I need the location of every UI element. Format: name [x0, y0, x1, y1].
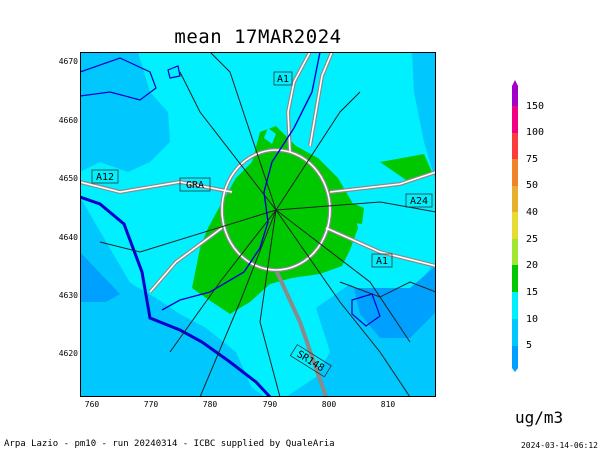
x-tick-label: 790 — [262, 400, 278, 409]
legend-label: 75 — [526, 154, 539, 165]
legend-label: 10 — [526, 314, 539, 325]
field-15-20-hole — [264, 128, 276, 144]
legend-swatch — [512, 346, 518, 368]
y-tick-label: 4660 — [58, 116, 78, 125]
legend-label: 40 — [526, 207, 539, 218]
y-tick-label: 4630 — [58, 291, 78, 300]
legend-swatch — [512, 133, 518, 159]
footer-credit: Arpa Lazio - pm10 - run 20240314 - ICBC … — [4, 439, 335, 449]
label-a12: A12 — [96, 172, 114, 183]
label-a1-north: A1 — [277, 74, 289, 85]
legend-label: 25 — [526, 234, 539, 245]
label-a1-south: A1 — [376, 256, 388, 267]
x-tick-label: 760 — [84, 400, 100, 409]
y-tick-label: 4670 — [58, 57, 78, 66]
map-canvas: A1 A12 GRA A24 A1 SR148 — [79, 51, 437, 399]
y-tick-label: 4640 — [58, 233, 78, 242]
legend-swatch — [512, 319, 518, 346]
tiber-river — [161, 51, 321, 311]
x-tick-label: 780 — [202, 400, 218, 409]
color-legend — [503, 78, 543, 378]
lake-albano — [351, 293, 381, 327]
legend-label: 50 — [526, 180, 539, 191]
field-5-10-west — [80, 252, 120, 302]
coastline — [79, 195, 272, 399]
legend-label: 5 — [526, 340, 533, 351]
y-tick-label: 4620 — [58, 349, 78, 358]
x-tick-label: 800 — [321, 400, 337, 409]
map-title: mean 17MAR2024 — [174, 26, 342, 48]
unit-label: ug/m3 — [515, 408, 564, 427]
y-tick-label: 4650 — [58, 174, 78, 183]
label-a24: A24 — [410, 196, 428, 207]
legend-swatch — [512, 106, 518, 133]
lake-martignano — [167, 65, 181, 79]
map-frame — [80, 52, 436, 397]
x-tick-label: 770 — [143, 400, 159, 409]
legend-arrow-low — [512, 368, 518, 372]
legend-arrow-high — [512, 80, 518, 86]
legend-swatch — [512, 212, 518, 239]
field-20-25-ne — [380, 154, 432, 180]
legend-bar — [512, 80, 518, 372]
legend-swatch — [512, 186, 518, 212]
concentration-map[interactable]: A1 A12 GRA A24 A1 SR148 — [79, 51, 437, 399]
field-sea — [80, 197, 265, 397]
legend-label: 15 — [526, 287, 539, 298]
legend-swatch — [512, 159, 518, 186]
legend-swatch — [512, 239, 518, 265]
roads — [99, 51, 437, 398]
label-gra: GRA — [186, 180, 204, 191]
legend-label: 150 — [526, 101, 545, 112]
legend-swatch — [512, 86, 518, 106]
lake-bracciano — [79, 57, 157, 101]
field-20-25-east — [348, 202, 364, 224]
motorway-centerlines — [79, 51, 437, 293]
timestamp: 2024-03-14-06:12 — [520, 441, 598, 450]
x-tick-label: 810 — [380, 400, 396, 409]
legend-swatch — [512, 265, 518, 292]
legend-label: 100 — [526, 127, 545, 138]
legend-label: 20 — [526, 260, 539, 271]
legend-swatch — [512, 292, 518, 319]
